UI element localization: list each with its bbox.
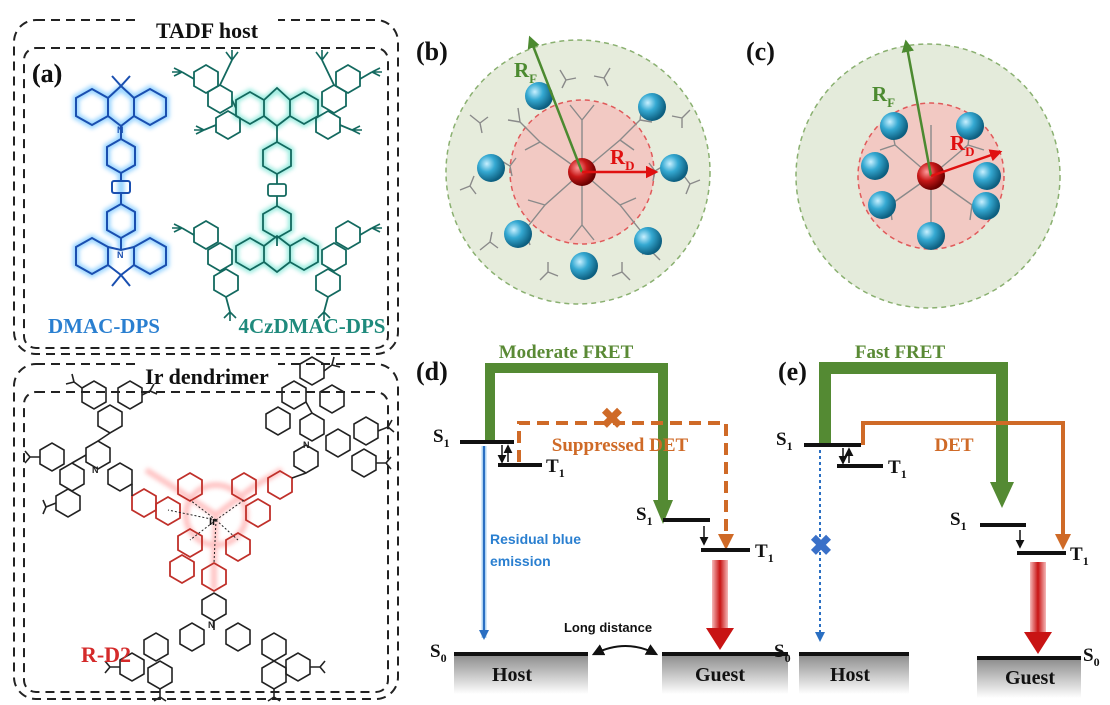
suppressed-det-label: Suppressed DET [552, 435, 689, 456]
rd-arrow-c [930, 149, 1003, 178]
moderate-fret-label: Moderate FRET [499, 342, 634, 363]
guest-label-d: Guest [695, 664, 745, 686]
panel-e-label: (e) [778, 357, 807, 386]
svg-text:S1: S1 [433, 426, 450, 450]
rd-sub-c: D [965, 144, 974, 159]
svg-text:S0: S0 [1083, 645, 1100, 669]
svg-text:N: N [92, 465, 99, 475]
svg-text:S1: S1 [636, 504, 653, 528]
s0-label-d: S [430, 641, 441, 662]
svg-text:T1: T1 [755, 541, 774, 565]
s0-left-label-e: S [774, 641, 785, 662]
tadf-host-title: TADF host [156, 18, 259, 43]
rf-arrow-c [901, 39, 933, 177]
host-t1-label: T [546, 456, 559, 477]
guest-emission-arrow-e [1030, 562, 1046, 636]
rf-label-c: R [872, 82, 888, 106]
rd-label: R [610, 145, 626, 169]
guest-s1-label-e: S [950, 509, 961, 530]
r-d2-structure: Ir [24, 356, 395, 702]
host-s1-label: S [433, 426, 444, 447]
rf-sub: F [529, 71, 537, 86]
moderate-fret-arrow [485, 363, 668, 508]
rf-sub-c: F [887, 95, 895, 110]
tadf-host-panel: TADF host (a) [13, 14, 399, 355]
suppressed-det-arrow [517, 421, 728, 540]
r-d2-label: R-D2 [81, 642, 131, 667]
svg-text:N: N [208, 620, 215, 630]
rd-sub: D [625, 158, 634, 173]
panel-a-label: (a) [32, 59, 62, 88]
svg-text:N: N [117, 125, 124, 135]
host-ground-block [454, 654, 588, 694]
ir-atom-label: Ir [209, 516, 217, 528]
panel-c-sphere: (c) RF RD [746, 37, 1061, 309]
s0-right-label-e: S [1083, 645, 1094, 666]
guest-blue-spheres [477, 82, 688, 280]
svg-text:T1: T1 [546, 456, 565, 480]
rf-label: R [514, 58, 530, 82]
guest-label-e: Guest [1005, 667, 1055, 689]
svg-text:T1: T1 [888, 457, 907, 481]
panel-d-label: (d) [416, 357, 448, 386]
4czdmac-dps-label: 4CzDMAC-DPS [239, 314, 386, 338]
svg-text:RD: RD [950, 131, 975, 159]
host-ground-block-e [799, 654, 909, 694]
panel-e-diagram: (e) Fast FRET DET S1 T1 ✖ S1 T1 S0 Host [774, 340, 1100, 698]
det-label: DET [934, 435, 973, 456]
guest-t1-label-e: T [1070, 544, 1083, 565]
residual-emission-label-1: Residual blue [490, 531, 581, 547]
guest-t1-label: T [755, 541, 768, 562]
guest-emission-arrow [712, 560, 728, 632]
svg-text:S1: S1 [776, 429, 793, 453]
panel-a-label-front: (a) [32, 59, 62, 88]
host-label-e: Host [830, 664, 870, 686]
host-s1-label-e: S [776, 429, 787, 450]
ir-dendrimer-title: Ir dendrimer [145, 364, 269, 389]
det-arrow [861, 421, 1065, 540]
svg-text:S0: S0 [430, 641, 447, 665]
rf-arrow [527, 35, 584, 173]
4czdmac-dps-structure [172, 50, 382, 321]
svg-text:RF: RF [514, 58, 537, 86]
ir-dendrimer-panel: Ir dendrimer [13, 356, 399, 702]
guest-blue-spheres-c [861, 112, 1001, 250]
guest-ground-block [662, 654, 788, 694]
svg-text:RF: RF [872, 82, 895, 110]
panel-b-label: (b) [416, 37, 448, 66]
det-blocked-cross: ✖ [600, 404, 623, 435]
svg-text:S0: S0 [774, 641, 791, 665]
panel-d-diagram: (d) Moderate FRET ✖ Suppressed DET S1 T1… [416, 340, 788, 694]
fast-fret-label: Fast FRET [855, 342, 946, 363]
svg-text:S1: S1 [950, 509, 967, 533]
host-label-d: Host [492, 664, 532, 686]
emission-blocked-cross: ✖ [809, 531, 832, 562]
guest-s1-label: S [636, 504, 647, 525]
svg-text:RD: RD [610, 145, 635, 173]
host-t1-label-e: T [888, 457, 901, 478]
svg-text:N: N [303, 440, 310, 450]
dmac-dps-structure: N N [72, 75, 170, 287]
long-distance-arrow [591, 644, 659, 656]
dendron-branches [459, 67, 701, 281]
svg-text:N: N [117, 250, 124, 260]
fast-fret-arrow [819, 362, 1008, 490]
panel-c-label: (c) [746, 37, 775, 66]
svg-text:T1: T1 [1070, 544, 1089, 568]
long-distance-label: Long distance [564, 620, 652, 635]
guest-ground-block-e [977, 658, 1081, 698]
dmac-dps-label: DMAC-DPS [48, 314, 160, 338]
residual-emission-label-2: emission [490, 553, 551, 569]
rd-label-c: R [950, 131, 966, 155]
panel-b-sphere: (b) [416, 35, 711, 305]
